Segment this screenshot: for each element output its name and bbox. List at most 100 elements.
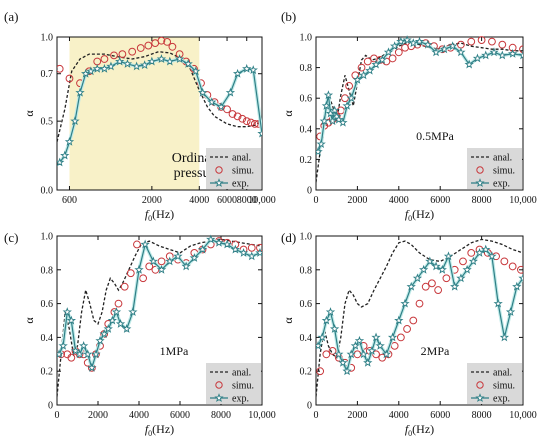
exp-point (390, 41, 400, 51)
exp-point (165, 256, 175, 266)
exp-point (387, 332, 398, 342)
exp-point (183, 59, 193, 68)
simu-point (100, 55, 109, 63)
panel-b: 0 2000 4000 6000 8000 10,000 0 0.2 0.4 0.6 0.8 1.0 f… (281, 9, 537, 223)
simu-point (118, 50, 127, 59)
exp-point (325, 307, 336, 317)
data-layer (316, 238, 523, 397)
y-tick-label: 0.6 (41, 299, 54, 310)
y-axis-label: α (22, 317, 36, 324)
y-tick-label: 0.4 (300, 333, 313, 344)
simu-point (396, 333, 405, 342)
exp-point (111, 307, 122, 317)
simu-point (151, 265, 160, 274)
y-tick-label: 0.8 (300, 63, 313, 74)
exp-point (352, 74, 363, 84)
exp-point (497, 50, 507, 60)
exp-point (412, 273, 423, 283)
exp-point (329, 324, 340, 333)
simu-point (157, 257, 166, 266)
exp-point (225, 87, 236, 97)
exp-point (74, 349, 85, 359)
y-tick-label: 0.0 (41, 186, 54, 197)
exp-point (247, 251, 257, 261)
exp-point (338, 357, 348, 367)
exp-point (232, 68, 243, 78)
exp-point (58, 340, 68, 350)
x-tick-label: 6000 (430, 195, 450, 206)
x-tick-label: 2000 (88, 410, 108, 421)
exp-point (165, 56, 175, 66)
y-tick-label: 0.5 (41, 117, 54, 128)
x-tick-label: 2000 (347, 410, 367, 421)
simu-point (157, 36, 166, 45)
x-tick-label: 4000 (389, 410, 409, 421)
exp-point (462, 264, 472, 274)
exp-point (222, 239, 232, 249)
panel-letter: (d) (281, 230, 296, 245)
y-tick-label: 1.0 (41, 232, 54, 243)
legend-box (206, 148, 261, 189)
y-tick-label: 0.2 (41, 367, 54, 378)
exp-point (316, 146, 323, 156)
y-tick-label: 1.0 (300, 232, 313, 243)
exp-point (106, 61, 116, 71)
simu-point (467, 37, 476, 46)
x-tick-label: 6000 (170, 410, 190, 421)
exp-point (327, 116, 338, 126)
x-axis-label-rest: (Hz) (412, 422, 434, 436)
legend-exp-star (214, 178, 224, 187)
exp-point (375, 340, 385, 350)
simu-point (145, 262, 154, 271)
x-tick-label: 2000 (347, 195, 367, 206)
exp-point (131, 61, 142, 71)
legend-label: exp. (232, 179, 249, 190)
exp-point (468, 256, 478, 266)
y-tick-label: 0.2 (300, 367, 313, 378)
simu-point (110, 51, 118, 60)
simu-point (120, 282, 129, 291)
y-tick-label: 0 (307, 186, 312, 197)
data-layer (316, 35, 523, 183)
simu-point (401, 43, 409, 52)
simu-point (233, 112, 242, 121)
x-tick-label: 10,000 (248, 410, 276, 421)
annotation-line: 0.5MPa (416, 129, 454, 143)
exp-point (75, 87, 85, 97)
simu-point (144, 41, 153, 50)
exp-point (230, 244, 241, 254)
exp-point (95, 335, 105, 345)
exp-point (60, 150, 70, 160)
exp-point (402, 35, 412, 45)
exp-point (377, 55, 387, 64)
exp-point (99, 63, 110, 73)
simu-point (517, 265, 523, 274)
x-axis-label-rest: (Hz) (152, 422, 174, 436)
simu-point (345, 82, 354, 90)
legend-label: anal. (232, 368, 251, 379)
panel-c: 0 2000 4000 6000 8000 10,000 0 0.2 0.4 0.6 0.8 1.0 f… (4, 230, 276, 438)
exp-point (80, 68, 91, 78)
simu-point (442, 274, 451, 283)
x-axis-label-rest: (Hz) (152, 207, 174, 221)
exp-point (418, 264, 429, 274)
simu-point (498, 40, 507, 49)
exp-point (346, 349, 356, 359)
exp-point (140, 239, 150, 249)
exp-point (216, 102, 226, 111)
x-tick-label: 600 (62, 195, 77, 206)
simu-point (500, 257, 509, 266)
exp-point (396, 36, 406, 46)
simu-point (477, 36, 486, 44)
exp-point (400, 298, 410, 308)
legend-box (467, 148, 522, 189)
exp-point (173, 251, 183, 261)
exp-point (431, 47, 441, 57)
y-tick-label: 0.6 (300, 299, 313, 310)
exp-point (474, 247, 485, 257)
simu-point (139, 274, 148, 283)
legend-simu-swatch (215, 381, 223, 389)
y-axis-label: α (281, 110, 295, 117)
exp-point (57, 157, 65, 167)
x-tick-label: 4000 (189, 195, 209, 206)
